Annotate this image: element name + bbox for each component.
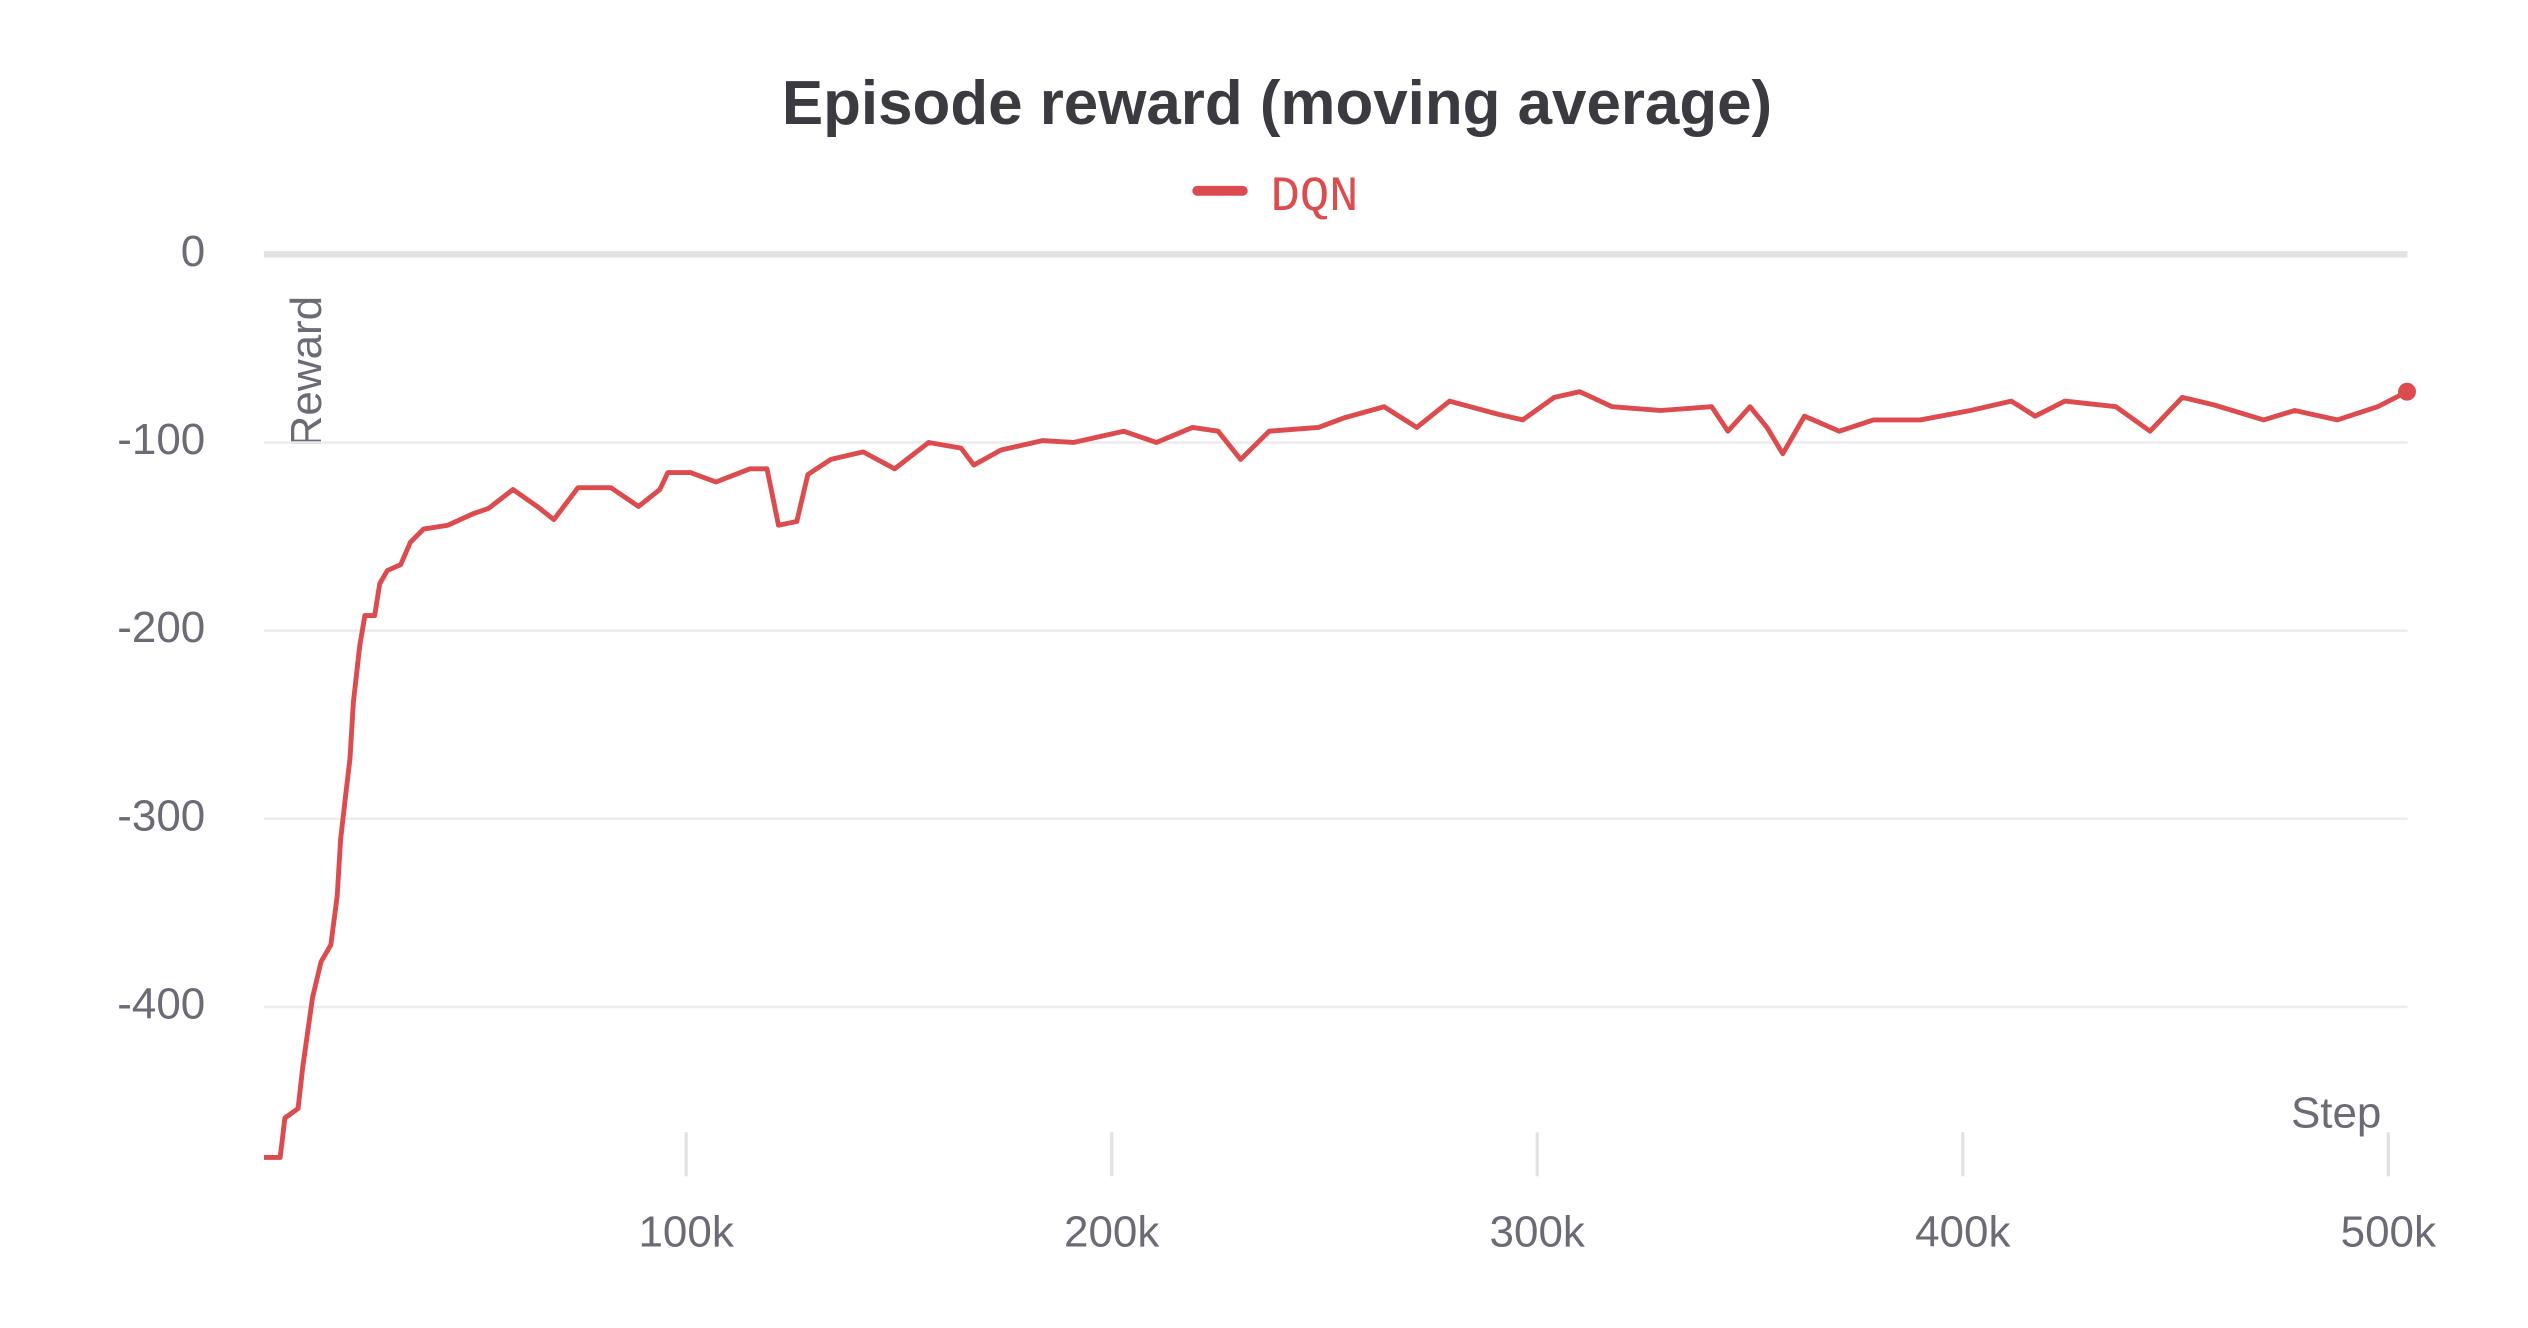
legend: DQN: [1192, 169, 1359, 225]
y-tick-label: -200: [117, 603, 205, 652]
end-point: [2398, 382, 2416, 401]
chart-title: Episode reward (moving average): [782, 69, 1772, 138]
x-tick-label: 300k: [1490, 1208, 1586, 1257]
legend-label: DQN: [1271, 169, 1359, 225]
x-axis-label: Step: [2291, 1089, 2381, 1138]
y-tick-label: -400: [117, 980, 205, 1029]
x-tick-label: 200k: [1064, 1208, 1160, 1257]
y-tick-label: 0: [181, 227, 205, 276]
x-tick-label: 500k: [2341, 1208, 2437, 1257]
y-axis-label: Reward: [282, 296, 331, 448]
x-tick-label: 100k: [638, 1208, 734, 1257]
y-tick-label: -100: [117, 415, 205, 464]
y-tick-label: -300: [117, 791, 205, 840]
x-tick-label: 400k: [1915, 1208, 2011, 1257]
line-series: [264, 389, 2409, 1160]
